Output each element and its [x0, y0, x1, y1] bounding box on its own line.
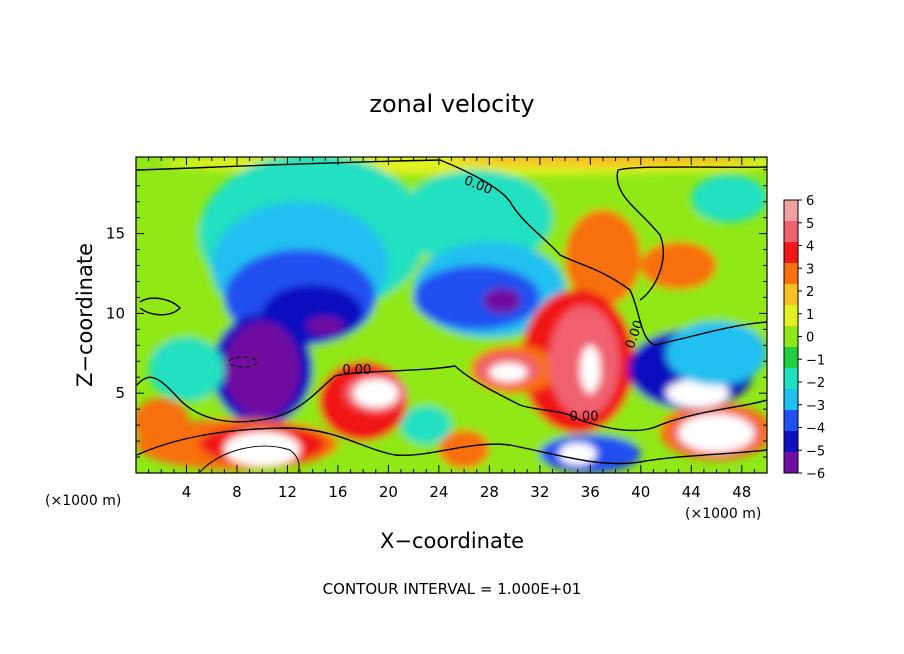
colorbar-swatch	[784, 284, 798, 306]
y-axis-label: Z−coordinate	[73, 243, 97, 387]
colorbar-swatch	[784, 452, 798, 474]
field-region	[306, 316, 345, 336]
y-tick-label: 10	[106, 304, 125, 322]
colorbar-label: −3	[806, 399, 825, 414]
x-tick-label: 8	[232, 483, 242, 501]
x-tick-label: 28	[480, 483, 499, 501]
colorbar-swatch	[784, 368, 798, 390]
field-region	[691, 174, 767, 223]
contour-interval-note: CONTOUR INTERVAL = 1.000E+01	[323, 580, 582, 598]
x-tick-label: 4	[182, 483, 192, 501]
contour-label: 0.00	[570, 409, 599, 424]
colorbar-label: 4	[806, 240, 814, 255]
contour-label: 0.00	[342, 363, 371, 378]
field-region	[148, 337, 225, 402]
colorbar-label: −1	[806, 353, 825, 368]
field-region	[401, 169, 553, 266]
field-region	[353, 378, 399, 408]
field-region	[401, 405, 452, 445]
y-tick-label: 5	[115, 384, 125, 402]
negative-contour-line	[228, 356, 258, 368]
chart-title: zonal velocity	[369, 90, 534, 118]
x-tick-label: 16	[328, 483, 347, 501]
field-region	[413, 265, 540, 330]
colorbar-swatch	[784, 305, 798, 327]
colorbar-swatch	[784, 263, 798, 285]
x-unit-label-left: (×1000 m)	[45, 493, 121, 509]
field-region	[224, 321, 301, 418]
colorbar-swatch	[784, 326, 798, 348]
x-tick-label: 48	[732, 483, 751, 501]
field-region	[580, 345, 601, 394]
colorbar-label: 2	[806, 285, 814, 300]
colorbar-label: 5	[806, 217, 814, 232]
field-region	[489, 362, 528, 383]
colorbar-swatch	[784, 410, 798, 432]
x-tick-label: 40	[631, 483, 650, 501]
colorbar-swatch	[784, 221, 798, 243]
colorbar-swatch	[784, 347, 798, 369]
x-tick-label: 36	[581, 483, 600, 501]
field-region	[136, 397, 189, 446]
colorbar-label: −4	[806, 422, 825, 437]
x-tick-label: 20	[379, 483, 398, 501]
x-tick-label: 12	[278, 483, 297, 501]
colorbar-label: −6	[806, 467, 825, 482]
field-region	[224, 431, 301, 467]
field-region	[565, 209, 641, 306]
colorbar-label: 1	[806, 308, 814, 323]
colorbar-label: 0	[806, 331, 814, 346]
x-axis-label: X−coordinate	[380, 529, 524, 553]
heatmap-field: 0.000.000.000.00	[136, 157, 767, 473]
field-region	[666, 378, 730, 408]
colorbar-label: −5	[806, 444, 825, 459]
x-tick-label: 24	[429, 483, 448, 501]
colorbar-label: 3	[806, 262, 814, 277]
field-region	[666, 321, 767, 386]
zero-contour-line	[136, 365, 767, 432]
field-region	[678, 413, 755, 453]
y-tick-label: 15	[106, 225, 125, 243]
x-tick-label: 44	[682, 483, 701, 501]
zero-contour-line	[136, 159, 767, 346]
colorbar: 6 5 4 3 2 1 0 −1 −2 −3 −4 −5 −6	[783, 194, 825, 482]
field-region	[483, 287, 521, 314]
colorbar-label: 6	[806, 194, 814, 209]
field-region	[558, 442, 597, 466]
positive-contour-line	[199, 445, 300, 473]
colorbar-swatch	[784, 389, 798, 411]
zero-contour-line	[136, 427, 767, 465]
x-tick-label: 32	[530, 483, 549, 501]
zero-contour-line	[616, 166, 767, 301]
x-unit-label-right: (×1000 m)	[685, 506, 761, 522]
zero-contour-line	[139, 297, 181, 316]
colorbar-swatch	[784, 200, 798, 222]
colorbar-label: −2	[806, 376, 825, 391]
field-region	[438, 429, 490, 469]
colorbar-swatch	[784, 242, 798, 264]
colorbar-swatch	[784, 431, 798, 453]
field-region	[640, 241, 717, 290]
